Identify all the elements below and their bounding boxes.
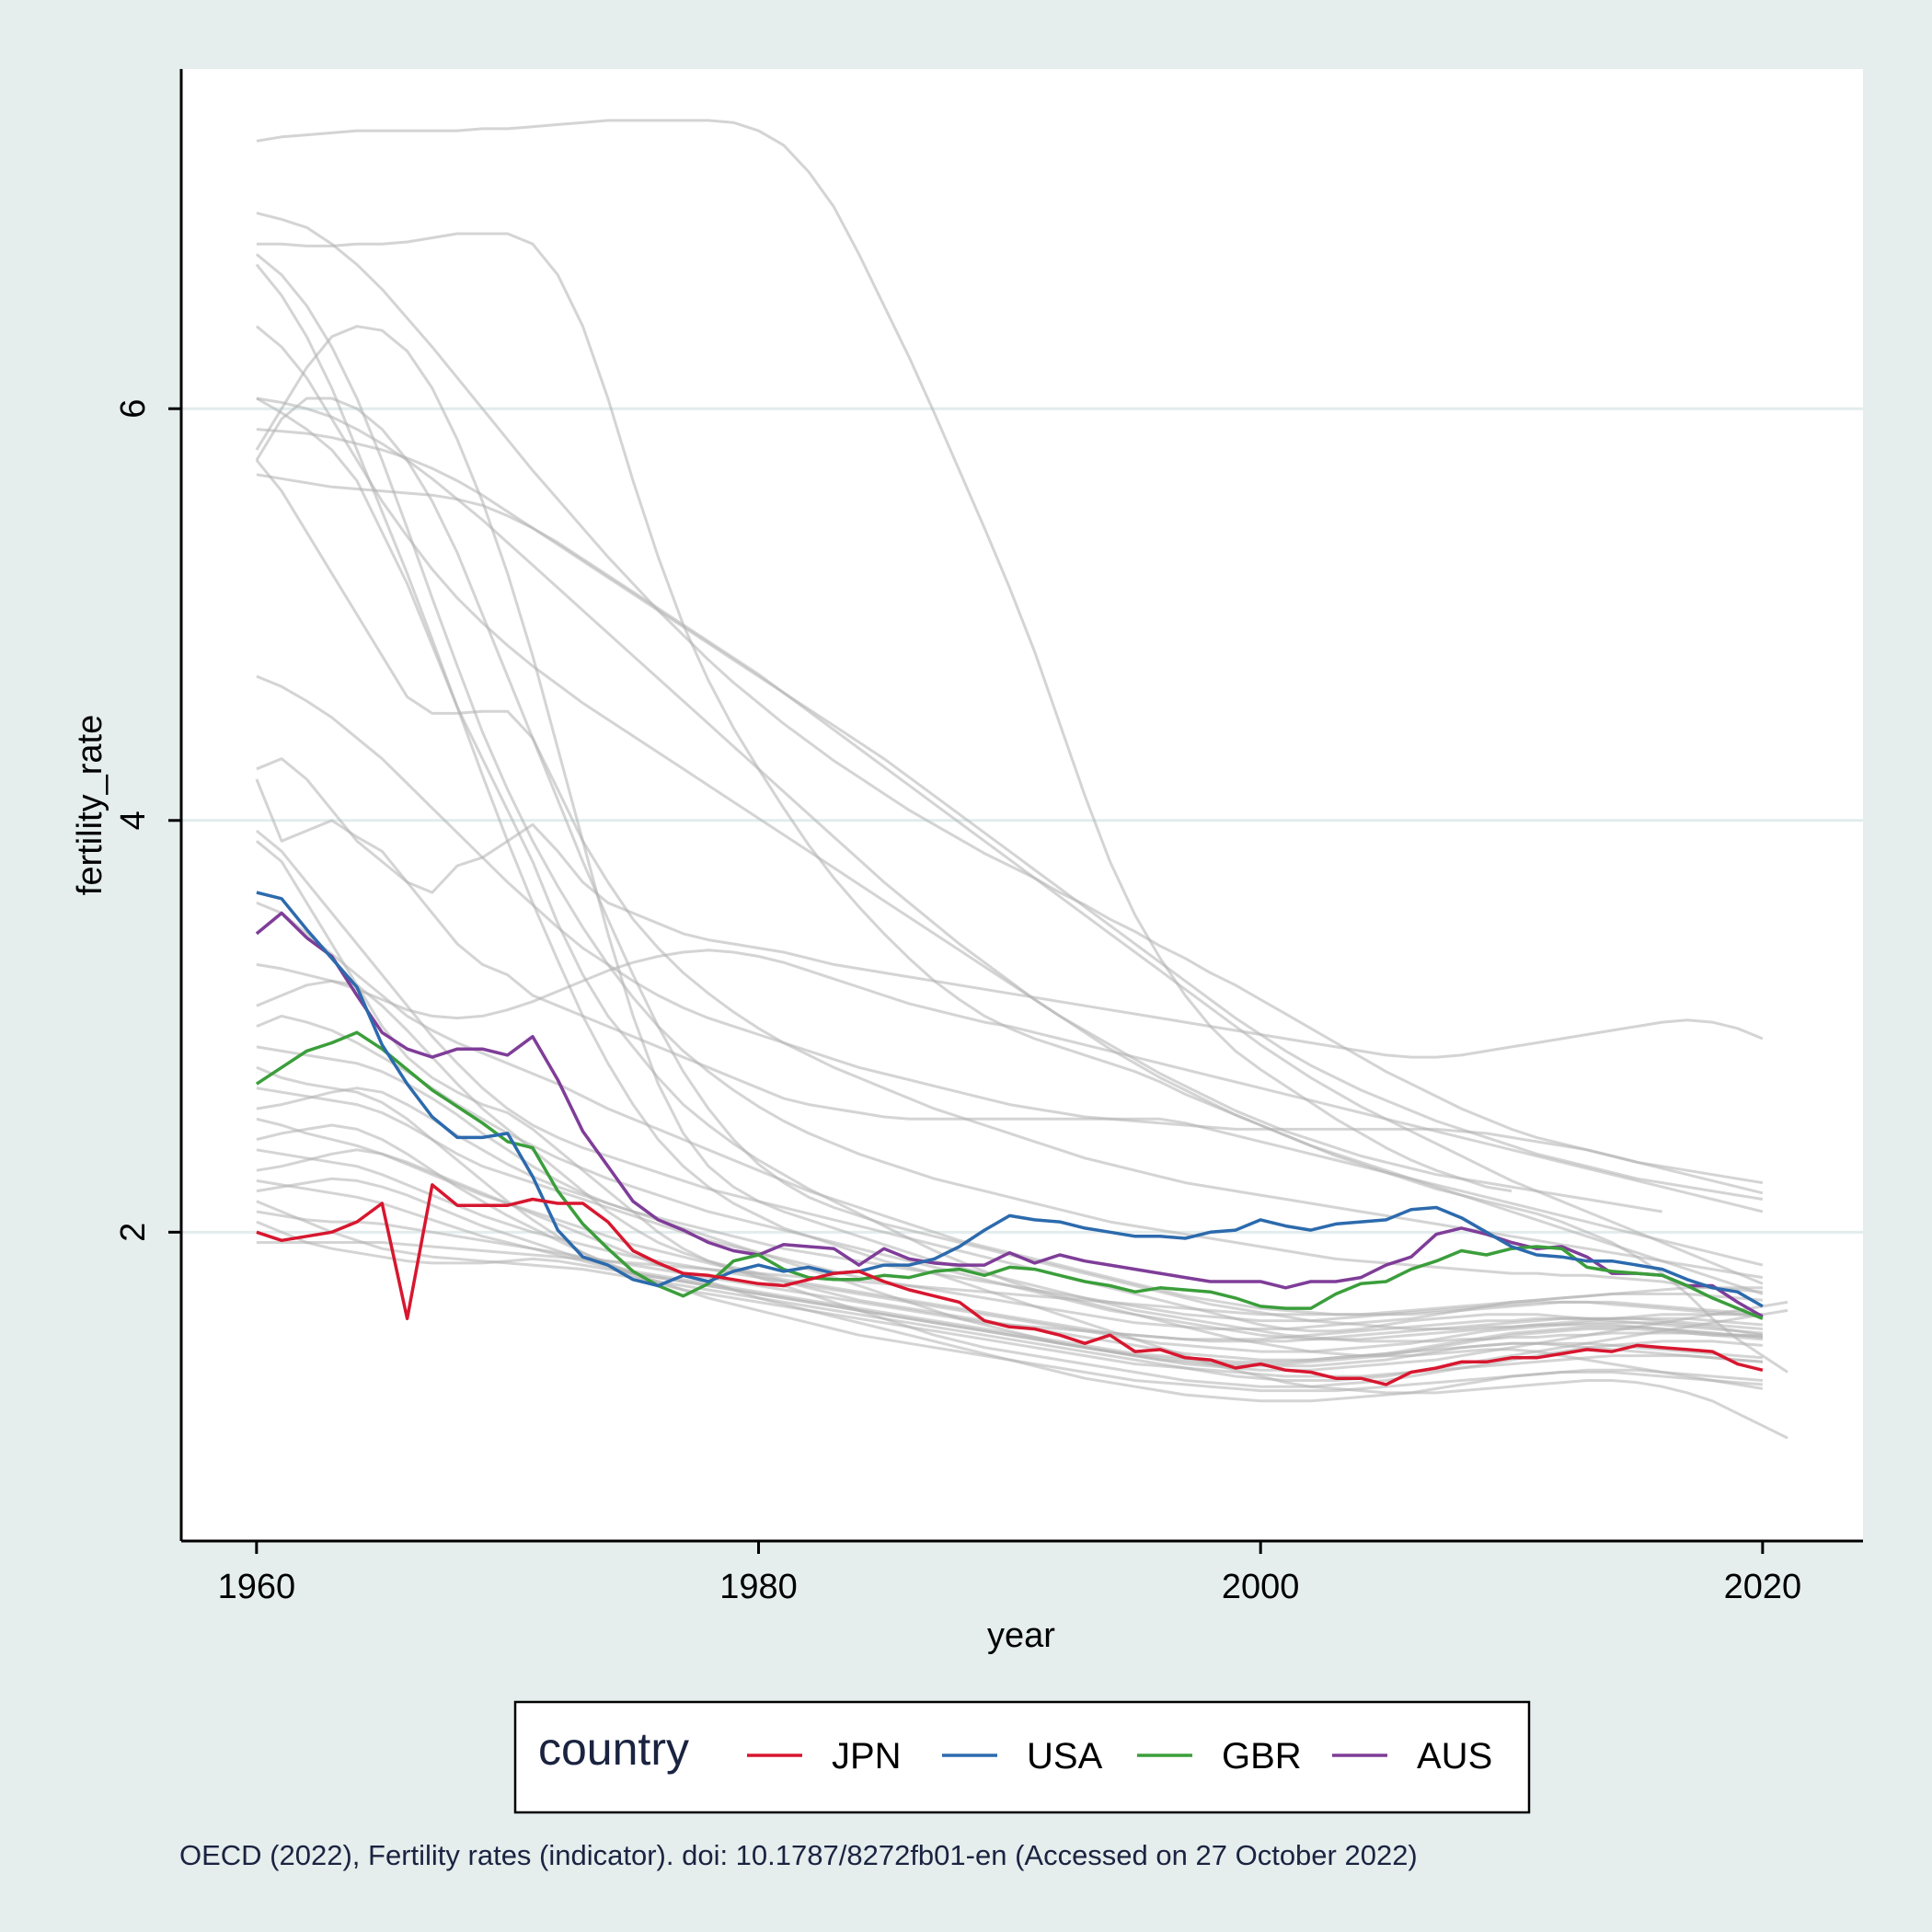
legend-label-gbr: GBR [1222, 1736, 1302, 1777]
series-line-usa [256, 891, 1764, 1308]
background-series-line [256, 674, 1764, 1195]
background-series-line [255, 829, 1764, 1335]
highlighted-series [255, 891, 1764, 1386]
background-series-line [255, 253, 1764, 1294]
background-series-line [255, 778, 1764, 1267]
y-axis-title: fertility_rate [71, 715, 109, 895]
background-series-line [256, 232, 1788, 1374]
background-series-line [256, 1241, 1763, 1317]
legend-label-jpn: JPN [832, 1736, 902, 1777]
y-tick-label: 6 [114, 399, 153, 419]
background-series-line [256, 979, 1764, 1341]
legend: country JPN USA GBR AUS [513, 1700, 1531, 1814]
source-note: OECD (2022), Fertility rates (indicator)… [179, 1839, 1418, 1871]
background-series-line [256, 397, 1764, 1390]
x-tick-label: 2000 [1222, 1568, 1300, 1606]
background-series-line [256, 1087, 1764, 1323]
background-series-line [255, 263, 1788, 1440]
background-series-line [255, 840, 1764, 1388]
legend-title: country [538, 1723, 689, 1775]
background-series-line [256, 1220, 1788, 1372]
x-tick-label: 1960 [218, 1568, 296, 1606]
background-series-line [256, 1210, 1764, 1343]
y-tick-label: 2 [114, 1223, 153, 1242]
legend-label-usa: USA [1027, 1736, 1103, 1777]
y-tick-label: 4 [114, 811, 153, 830]
background-series-line [256, 473, 1764, 1285]
x-tick-label: 1980 [719, 1568, 798, 1606]
background-series-line [256, 1200, 1788, 1382]
x-axis-ticks: 1960 1980 2000 2020 [218, 1541, 1802, 1606]
background-series-line [255, 325, 1763, 1343]
background-series-line [256, 1065, 1764, 1378]
background-series-line [256, 1177, 1764, 1363]
background-series-line [256, 428, 1764, 1201]
legend-box [513, 1700, 1531, 1814]
legend-entries: JPN USA GBR AUS [747, 1736, 1492, 1777]
background-series-line [256, 212, 1764, 1185]
background-series-line [256, 397, 1764, 1295]
background-series-line [256, 1148, 1764, 1403]
series-line-gbr [255, 1030, 1764, 1320]
background-series-line [256, 949, 1764, 1213]
background-series-line [255, 325, 1662, 1213]
background-series-line [256, 757, 1764, 1059]
gridlines [181, 407, 1863, 1234]
x-tick-label: 2020 [1724, 1568, 1802, 1606]
series-line-aus [255, 911, 1764, 1318]
y-axis-ticks: 2 4 6 [114, 399, 181, 1242]
background-series-line [256, 1148, 1764, 1353]
background-series-line [255, 459, 1764, 1280]
legend-label-aus: AUS [1417, 1736, 1492, 1777]
series-line-jpn [256, 1183, 1764, 1386]
x-axis-title: year [987, 1616, 1055, 1655]
